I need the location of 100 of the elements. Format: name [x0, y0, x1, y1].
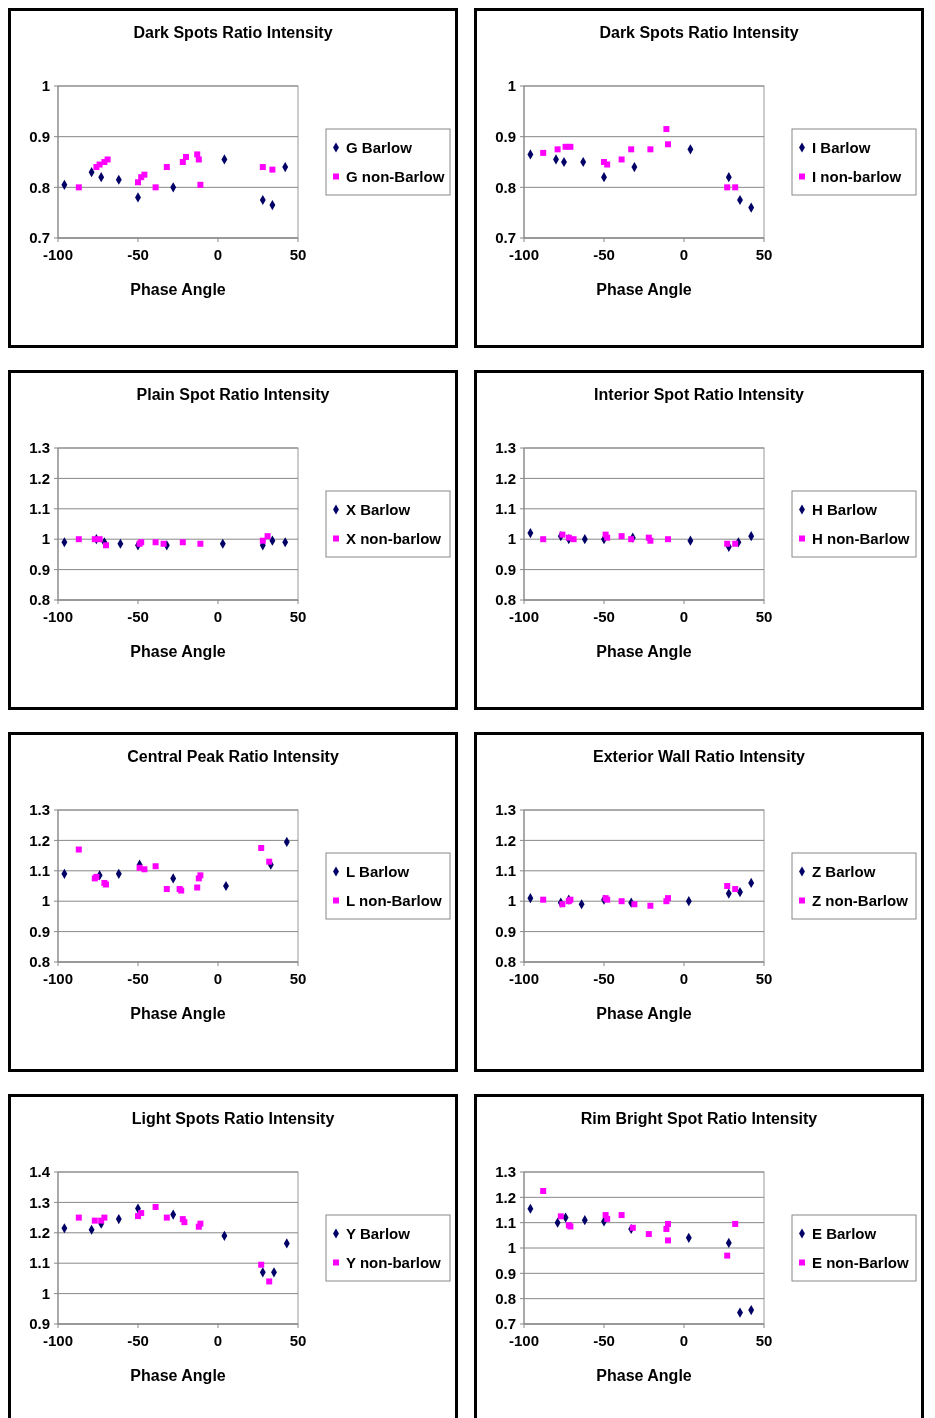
y-tick-label: 1: [507, 77, 516, 95]
legend-label: E Barlow: [812, 1224, 877, 1242]
x-tick-label: 50: [755, 608, 773, 625]
y-tick-label: 1.3: [495, 439, 516, 457]
y-tick-label: 0.9: [29, 127, 50, 145]
x-tick-label: -100: [42, 608, 74, 625]
x-tick-label: -100: [42, 970, 74, 987]
x-tick-label: 50: [755, 970, 773, 987]
y-tick-label: 0.9: [29, 560, 50, 578]
y-tick-label: 1.3: [495, 1163, 516, 1181]
x-tick-label: 0: [213, 1332, 223, 1349]
y-tick-label: 1.2: [29, 469, 50, 487]
y-tick-label: 0.9: [495, 922, 516, 940]
x-tick-label: -50: [593, 970, 615, 987]
x-tick-label: -100: [42, 1332, 74, 1349]
y-tick-label: 1: [41, 1284, 50, 1302]
y-tick-label: 0.9: [495, 1264, 516, 1282]
x-tick-label: -50: [593, 246, 615, 263]
x-tick-label: -50: [127, 246, 149, 263]
legend-label: L Barlow: [346, 862, 410, 880]
legend-label: G non-Barlow: [346, 167, 445, 185]
y-tick-label: 0.8: [29, 178, 50, 196]
legend-label: Y non-barlow: [346, 1253, 442, 1271]
y-tick-label: 0.8: [29, 953, 50, 971]
chart-title: Light Spots Ratio Intensity: [131, 1110, 335, 1127]
x-tick-label: -50: [127, 970, 149, 987]
legend-label: H Barlow: [812, 500, 878, 518]
y-tick-label: 1.2: [495, 831, 516, 849]
legend-label: X non-barlow: [346, 529, 442, 547]
chart-title: Interior Spot Ratio Intensity: [594, 386, 804, 403]
y-tick-label: 1.1: [495, 500, 516, 518]
y-tick-label: 0.8: [495, 178, 516, 196]
x-tick-label: -50: [127, 608, 149, 625]
x-tick-label: -50: [127, 1332, 149, 1349]
x-axis-title: Phase Angle: [130, 1005, 226, 1022]
x-tick-label: -50: [593, 608, 615, 625]
legend-label: Z Barlow: [812, 862, 876, 880]
y-tick-label: 1.3: [495, 801, 516, 819]
x-tick-label: 50: [755, 1332, 773, 1349]
y-tick-label: 0.8: [495, 591, 516, 609]
x-tick-label: 0: [679, 970, 689, 987]
x-tick-label: 0: [213, 246, 223, 263]
chart-title: Rim Bright Spot Ratio Intensity: [580, 1110, 818, 1127]
y-tick-label: 1.1: [495, 1213, 516, 1231]
y-tick-label: 1.3: [29, 801, 50, 819]
x-tick-label: 0: [213, 970, 223, 987]
x-tick-label: -100: [42, 246, 74, 263]
legend-label: H non-Barlow: [812, 529, 910, 547]
y-tick-label: 1.1: [29, 500, 50, 518]
y-tick-label: 0.8: [495, 953, 516, 971]
y-tick-label: 1.2: [29, 1224, 50, 1242]
y-tick-label: 1.1: [495, 862, 516, 880]
legend-label: X Barlow: [346, 500, 411, 518]
legend-label: I non-barlow: [812, 167, 902, 185]
y-tick-label: 1.3: [29, 1193, 50, 1211]
y-tick-label: 1.1: [29, 1254, 50, 1272]
chart-title: Plain Spot Ratio Intensity: [136, 386, 330, 403]
y-tick-label: 1.2: [495, 469, 516, 487]
chart-title: Dark Spots Ratio Intensity: [599, 24, 799, 41]
x-axis-title: Phase Angle: [596, 1005, 692, 1022]
y-tick-label: 0.7: [495, 1315, 516, 1333]
x-tick-label: 50: [289, 1332, 307, 1349]
legend-label: G Barlow: [346, 138, 413, 156]
x-axis-title: Phase Angle: [130, 643, 226, 660]
x-tick-label: -100: [508, 246, 540, 263]
y-tick-label: 0.9: [29, 1315, 50, 1333]
y-tick-label: 1.4: [29, 1163, 51, 1181]
y-tick-label: 1: [41, 530, 50, 548]
x-tick-label: 0: [679, 246, 689, 263]
x-tick-label: 50: [289, 970, 307, 987]
y-tick-label: 1: [507, 530, 516, 548]
y-tick-label: 0.7: [29, 229, 50, 247]
y-tick-label: 0.9: [495, 560, 516, 578]
x-tick-label: -100: [508, 608, 540, 625]
y-tick-label: 1.1: [29, 862, 50, 880]
y-tick-label: 0.9: [29, 922, 50, 940]
chart-title: Central Peak Ratio Intensity: [127, 748, 339, 765]
x-axis-title: Phase Angle: [596, 643, 692, 660]
x-tick-label: 0: [679, 608, 689, 625]
chart-title: Exterior Wall Ratio Intensity: [593, 748, 806, 765]
y-tick-label: 1.2: [495, 1188, 516, 1206]
legend-label: I Barlow: [812, 138, 871, 156]
x-tick-label: -50: [593, 1332, 615, 1349]
x-tick-label: 0: [213, 608, 223, 625]
y-tick-label: 1: [41, 892, 50, 910]
x-axis-title: Phase Angle: [596, 281, 692, 298]
x-tick-label: 0: [679, 1332, 689, 1349]
legend-label: E non-Barlow: [812, 1253, 909, 1271]
y-tick-label: 1: [41, 77, 50, 95]
y-tick-label: 1.3: [29, 439, 50, 457]
x-axis-title: Phase Angle: [130, 1367, 226, 1384]
y-tick-label: 1: [507, 892, 516, 910]
y-tick-label: 0.9: [495, 127, 516, 145]
chart-title: Dark Spots Ratio Intensity: [133, 24, 333, 41]
y-tick-label: 0.8: [495, 1289, 516, 1307]
y-tick-label: 0.7: [495, 229, 516, 247]
legend-label: Y Barlow: [346, 1224, 411, 1242]
x-tick-label: 50: [289, 608, 307, 625]
y-tick-label: 1.2: [29, 831, 50, 849]
x-tick-label: -100: [508, 970, 540, 987]
